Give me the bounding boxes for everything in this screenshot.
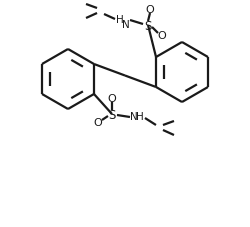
Text: N: N	[130, 111, 138, 121]
Text: O: O	[94, 118, 102, 127]
Text: N: N	[122, 20, 130, 30]
Text: O: O	[158, 31, 166, 41]
Text: S: S	[144, 20, 152, 32]
Text: H: H	[136, 111, 144, 121]
Text: S: S	[108, 108, 116, 121]
Text: O: O	[108, 94, 116, 104]
Text: H: H	[116, 15, 124, 25]
Text: O: O	[146, 5, 154, 15]
